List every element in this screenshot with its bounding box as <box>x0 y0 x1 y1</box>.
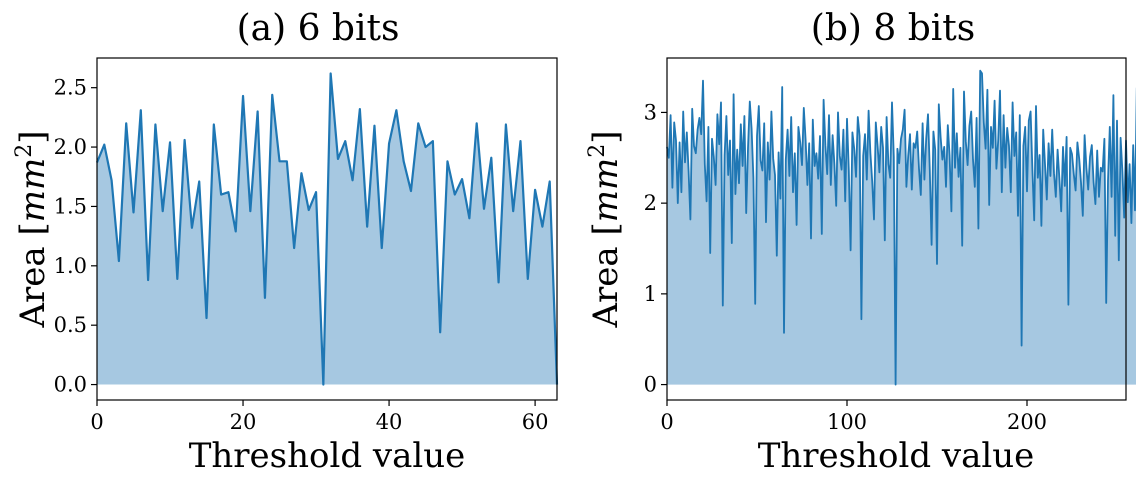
panel-a-title: (a) 6 bits <box>237 8 400 49</box>
panel-a-plot-area <box>95 72 559 386</box>
panel-b-y-ticks: 0 1 2 3 <box>644 100 667 397</box>
panel-b-plot-area <box>666 69 1136 386</box>
panel-b-x-tick-label: 100 <box>827 410 867 434</box>
panel-b-y-tick-label: 2 <box>644 191 657 215</box>
panel-b-x-label: Threshold value <box>758 436 1035 476</box>
panel-b-y-tick-label: 0 <box>644 373 657 397</box>
panel-a-y-label-unit: mm <box>13 158 53 222</box>
panel-b-y-label: Area [mm2] <box>585 130 626 328</box>
panel-b-y-label-unit: mm <box>586 158 626 222</box>
panel-b-area-fill <box>667 70 1136 385</box>
panel-a-y-tick-label: 2.5 <box>54 76 87 100</box>
panel-a-y-tick-label: 0.5 <box>54 313 87 337</box>
panel-b-frame <box>666 57 1127 401</box>
panel-a-y-tick-label: 0.0 <box>54 373 87 397</box>
panel-a-x-tick-label: 60 <box>522 410 549 434</box>
panel-b-x-ticks: 0 100 200 <box>660 400 1047 434</box>
panel-a-x-label: Threshold value <box>189 436 466 476</box>
panel-b-x-tick-label: 0 <box>660 410 673 434</box>
panel-b-y-tick-label: 1 <box>644 282 657 306</box>
panel-b-y-label-exp: 2 <box>585 144 610 158</box>
panel-a-y-label-exp: 2 <box>12 144 37 158</box>
panel-a-y-label: Area [mm2] <box>12 130 53 328</box>
panel-b-series-line <box>666 69 1136 386</box>
panel-a-y-tick-label: 1.5 <box>54 194 87 218</box>
panel-a-series-line <box>95 72 559 386</box>
panel-b-x-tick-label: 200 <box>1007 410 1047 434</box>
panel-a-frame <box>96 57 558 401</box>
panel-b-y-tick-label: 3 <box>644 100 657 124</box>
panel-a-y-ticks: 0.0 0.5 1.0 1.5 2.0 2.5 <box>54 76 97 397</box>
panel-a-x-tick-label: 40 <box>376 410 403 434</box>
panel-b-title: (b) 8 bits <box>811 8 975 49</box>
panel-a-x-tick-label: 0 <box>90 410 103 434</box>
panel-a-y-tick-label: 1.0 <box>54 254 87 278</box>
panel-a-y-label-text: Area <box>13 246 53 328</box>
panel-a-x-tick-label: 20 <box>230 410 257 434</box>
panel-a-y-tick-label: 2.0 <box>54 135 87 159</box>
panel-a: (a) 6 bits 0 20 40 60 0.0 0.5 1.0 1.5 2.0 2.5 Th… <box>12 8 559 476</box>
panel-a-x-ticks: 0 20 40 60 <box>90 400 548 434</box>
panel-b-y-label-text: Area <box>586 246 626 328</box>
